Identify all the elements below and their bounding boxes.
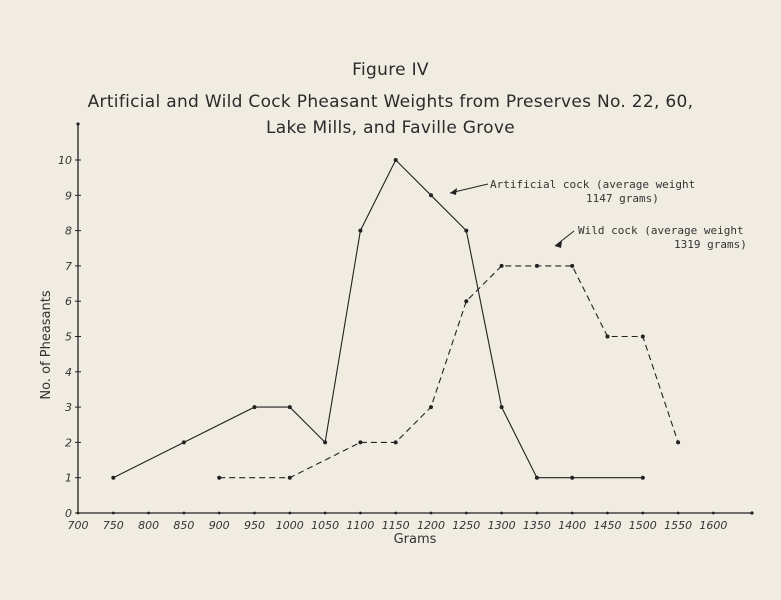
wild-cock-data-point [676,440,681,445]
artificial-cock-data-point [181,440,186,445]
wild-cock-data-point [640,334,645,339]
y-tick-label: 3 [65,401,72,414]
artificial-cock-data-point [287,405,292,410]
x-tick-label: 950 [244,519,265,532]
wild-cock-data-point [499,263,504,268]
x-tick-label: 1550 [664,519,692,532]
y-tick-label: 5 [65,331,72,344]
wild-cock-data-point [570,263,575,268]
x-tick-label: 1500 [629,519,657,532]
x-tick-mark [429,511,433,515]
x-tick-label: 1000 [276,519,304,532]
artificial-cock-data-point [323,440,328,445]
wild-cock-data-point [217,475,222,480]
artificial-cock-data-point [464,228,469,233]
artificial-cock-data-point [393,158,398,162]
y-axis-label: No. of Pheasants [39,290,54,399]
x-tick-label: 1300 [488,519,516,532]
x-tick-mark [535,511,539,515]
wild-cock-data-point [287,475,292,480]
y-axis-end-dot [76,122,80,126]
y-tick-label: 10 [58,154,72,167]
artificial-cock-data-point [429,193,433,198]
wild-cock-annotation-arrowhead [555,241,562,248]
y-tick-label: 6 [65,295,72,308]
x-tick-label: 1200 [417,519,445,532]
artificial-cock-annotation-arrowhead [450,188,457,195]
x-tick-label: 900 [209,519,230,532]
artificial-cock-data-point [499,405,504,410]
x-tick-mark [147,511,151,515]
x-tick-label: 1250 [452,519,480,532]
chart-title-line-2: Lake Mills, and Faville Grove [265,118,515,138]
artificial-cock-data-point [570,475,575,480]
artificial-cock-data-point [252,405,257,410]
x-tick-mark [253,511,256,515]
wild-cock-annotation-line-1: Wild cock (average weight [578,224,744,237]
x-tick-label: 700 [68,519,89,532]
x-tick-mark [570,511,574,515]
figure-label: Figure IV [352,60,429,80]
wild-cock-data-point [605,334,610,339]
x-tick-mark [323,511,327,515]
wild-cock-series-line [219,265,679,479]
y-tick-label: 4 [65,366,72,379]
x-tick-mark [464,511,468,515]
x-tick-label: 850 [173,519,194,532]
x-tick-label: 1150 [382,519,410,532]
x-axis-end-dot [750,511,754,515]
axes: 0 1 2 3 4 5 6 7 8 9 10 700 750 800 850 900 950 1000 1050 11… [58,122,754,532]
wild-cock-data-point [429,405,433,410]
x-tick-label: 1100 [346,519,374,532]
series-layer [111,158,681,480]
wild-cock-annotation-arrow [554,230,575,247]
x-tick-mark [182,511,186,515]
x-tick-label: 1600 [699,519,727,532]
wild-cock-data-point [464,299,469,304]
artificial-cock-data-point [111,475,116,480]
y-tick-label: 9 [65,189,72,202]
x-tick-mark [641,511,645,515]
x-tick-mark [606,511,609,515]
x-tick-mark [500,511,503,515]
x-tick-mark [394,511,398,515]
y-tick-label: 8 [65,225,72,238]
y-tick-label: 7 [65,260,72,273]
wild-cock-data-point [393,440,398,445]
y-tick-label: 0 [65,507,72,520]
x-tick-mark [359,511,362,515]
x-tick-label: 1450 [594,519,622,532]
artificial-cock-data-point [640,475,645,480]
x-tick-mark [76,511,80,515]
chart-title-line-1: Artificial and Wild Cock Pheasant Weight… [87,92,694,112]
x-tick-mark [712,511,715,515]
x-tick-label: 1050 [311,519,339,532]
wild-cock-data-point [358,440,363,445]
x-tick-label: 800 [138,519,159,532]
y-tick-label: 2 [65,436,72,449]
artificial-cock-annotation-line-2: 1147 grams) [586,192,659,205]
wild-cock-data-point [534,263,539,268]
x-tick-label: 1350 [523,519,551,532]
artificial-cock-annotation-line-1: Artificial cock (average weight [490,178,695,191]
artificial-cock-series-line [113,159,643,479]
x-tick-label: 750 [103,519,124,532]
artificial-cock-data-point [358,228,363,233]
x-tick-mark [676,511,680,515]
x-tick-mark [217,511,221,515]
artificial-cock-data-point [534,475,539,480]
x-tick-mark [111,511,115,515]
x-tick-mark [288,511,292,515]
x-axis-label: Grams [394,532,437,547]
wild-cock-annotation-line-2: 1319 grams) [674,238,747,251]
y-tick-label: 1 [65,472,72,485]
x-tick-label: 1400 [558,519,586,532]
